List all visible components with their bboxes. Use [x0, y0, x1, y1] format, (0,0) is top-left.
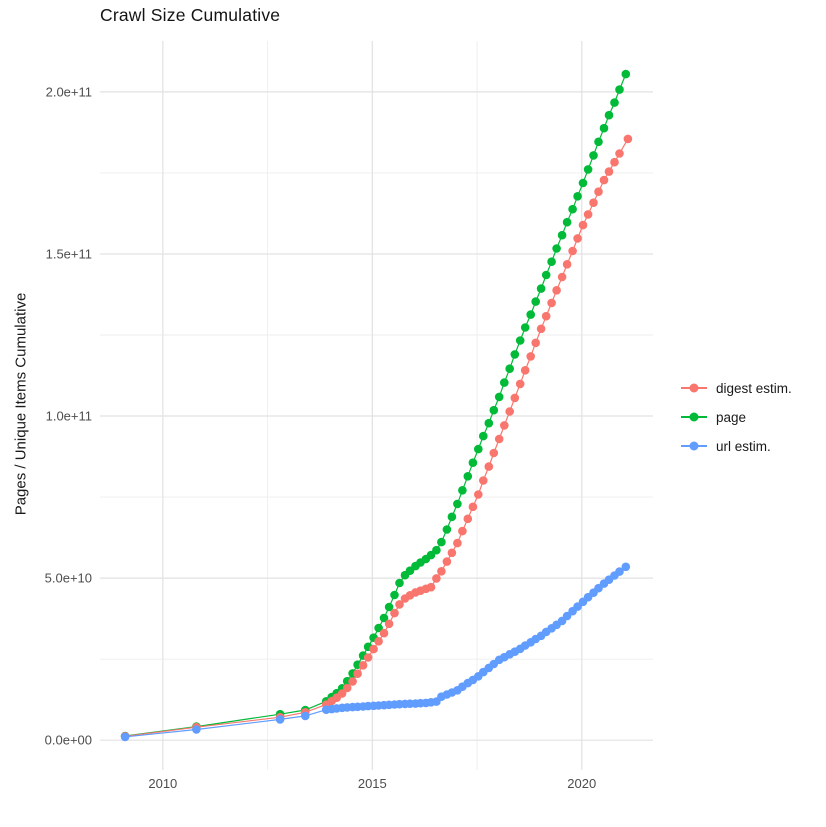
- y-tick-label-1: 5.0e+10: [44, 570, 92, 586]
- y-tick-label-3: 1.5e+11: [45, 246, 92, 262]
- legend-label-digest-estim: digest estim.: [716, 380, 792, 396]
- y-tick-label-2: 1.0e+11: [45, 408, 92, 424]
- y-axis-title: Pages / Unique Items Cumulative: [12, 292, 30, 516]
- legend-item-url-estim: url estim.: [681, 435, 792, 457]
- legend-item-page: page: [681, 406, 792, 428]
- legend-key-digest-estim-icon: [681, 383, 707, 394]
- legend-label-page: page: [716, 409, 747, 425]
- x-tick-label-1: 2015: [357, 776, 387, 791]
- y-tick-label-0: 0.0e+00: [44, 732, 92, 748]
- y-tick-label-4: 2.0e+11: [45, 84, 92, 100]
- x-tick-label-0: 2010: [148, 776, 178, 791]
- chart-title: Crawl Size Cumulative: [100, 5, 281, 25]
- legend-key-url-estim-icon: [681, 441, 707, 452]
- x-tick-label-2: 2020: [567, 776, 597, 791]
- legend: digest estim. page url estim.: [681, 377, 792, 457]
- legend-key-page-icon: [681, 412, 707, 423]
- legend-label-url-estim: url estim.: [716, 438, 771, 454]
- legend-item-digest-estim: digest estim.: [681, 377, 792, 399]
